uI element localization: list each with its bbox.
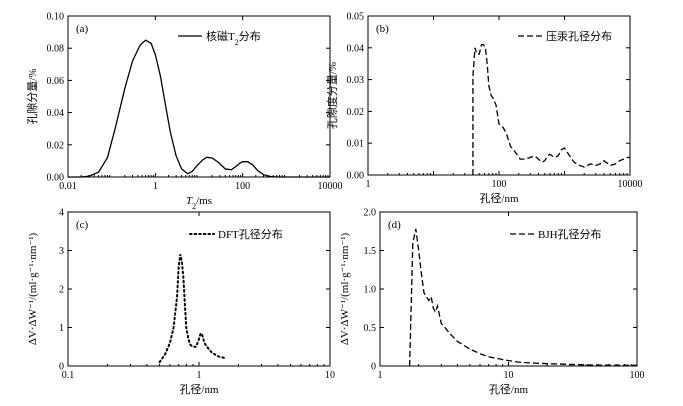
x-axis-title: T2/ms xyxy=(186,195,212,211)
y-tick-label: 0.02 xyxy=(47,140,65,151)
panel-label: (c) xyxy=(76,219,89,231)
y-tick-label: 2 xyxy=(59,285,64,296)
y-tick-label: 0.03 xyxy=(347,75,365,86)
x-tick-label: 1 xyxy=(378,370,383,381)
legend-label: 核磁T2分布 xyxy=(206,29,261,47)
panel-label: (a) xyxy=(76,23,89,35)
x-tick-label: 1 xyxy=(197,370,202,381)
y-tick-label: 0.04 xyxy=(347,43,365,54)
y-tick-label: 0 xyxy=(59,362,64,373)
legend-label: DFT孔径分布 xyxy=(218,228,283,241)
y-tick-label: 1 xyxy=(59,323,64,334)
x-tick-label: 10000 xyxy=(318,181,343,192)
panel-3: 0 0.5 1.0 1.5 2.0 1 10 100 BJH孔径分布 (d) 孔径/nm ΔV·ΔW⁻… xyxy=(339,208,645,397)
x-tick-label: 1 xyxy=(366,179,371,190)
panel-0: 0.00 0.02 0.04 0.06 0.08 0.10 0.01 1 100 10000 核磁T… xyxy=(25,12,343,211)
y-tick-label: 1.5 xyxy=(364,246,377,257)
y-tick-label: 0.00 xyxy=(347,171,365,182)
x-axis-title: 孔径/nm xyxy=(489,383,529,396)
legend-label: BJH孔径分布 xyxy=(538,228,602,241)
y-tick-label: 2.0 xyxy=(364,208,377,219)
x-tick-label: 10 xyxy=(504,370,514,381)
y-tick-label: 1.0 xyxy=(364,285,377,296)
y-tick-label: 0.5 xyxy=(364,323,377,334)
y-axis-title: 孔隙度分量/% xyxy=(325,62,339,129)
x-axis-title: 孔径/nm xyxy=(179,383,219,396)
y-tick-label: 0 xyxy=(371,362,376,373)
series-line-0 xyxy=(158,254,227,364)
plot-frame xyxy=(67,15,331,178)
y-axis-title: 孔隙分量/% xyxy=(25,68,39,124)
x-tick-label: 1 xyxy=(153,181,158,192)
y-tick-label: 0.05 xyxy=(347,12,365,23)
series-line-0 xyxy=(472,43,630,175)
y-tick-label: 0.04 xyxy=(47,108,65,119)
x-tick-label: 10000 xyxy=(618,179,643,190)
series-line-0 xyxy=(68,39,330,178)
y-axis-title: ΔV·ΔW⁻¹/(ml·g⁻¹·nm⁻¹) xyxy=(339,233,351,346)
x-tick-label: 10 xyxy=(325,370,335,381)
x-tick-label: 100 xyxy=(492,179,507,190)
y-tick-label: 3 xyxy=(59,246,64,257)
y-tick-label: 0.06 xyxy=(47,76,65,87)
panel-1: 0.00 0.01 0.02 0.03 0.04 0.05 1 100 10000 压汞孔径分布 (… xyxy=(325,12,643,206)
x-tick-label: 100 xyxy=(235,181,250,192)
y-axis-title: ΔV·ΔW⁻¹/(ml·g⁻¹·nm⁻¹) xyxy=(27,233,39,346)
y-tick-label: 0.10 xyxy=(47,12,65,23)
legend-label: 压汞孔径分布 xyxy=(546,30,612,43)
panel-label: (d) xyxy=(388,219,401,231)
panel-label: (b) xyxy=(376,23,389,35)
x-tick-label: 100 xyxy=(630,370,645,381)
series-line-0 xyxy=(408,228,637,367)
panel-2: 0 1 2 3 4 0.1 1 10 DFT孔径分布 (c) 孔径/nm ΔV·ΔW⁻¹/(ml·g⁻… xyxy=(27,208,335,397)
y-tick-label: 4 xyxy=(59,208,64,219)
y-tick-label: 0.01 xyxy=(347,139,365,150)
y-tick-label: 0.02 xyxy=(347,107,365,118)
x-tick-label: 0.01 xyxy=(59,181,77,192)
x-tick-label: 0.1 xyxy=(62,370,75,381)
y-tick-label: 0.00 xyxy=(47,173,65,184)
y-tick-label: 0.08 xyxy=(47,44,65,55)
plot-frame xyxy=(67,211,331,367)
x-axis-title: 孔径/nm xyxy=(479,192,519,205)
